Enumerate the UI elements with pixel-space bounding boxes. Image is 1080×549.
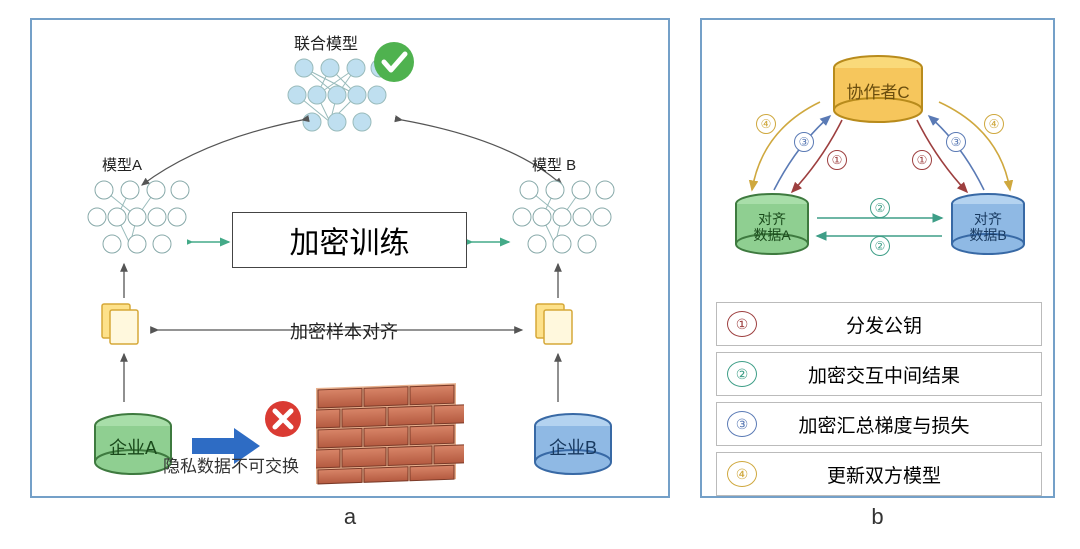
step-3-left: ③ xyxy=(794,132,814,152)
training-box-text: 加密训练 xyxy=(290,218,410,262)
step-1-left: ① xyxy=(827,150,847,170)
model-b-label: 模型 B xyxy=(532,154,576,175)
legend-row-1: ① 分发公钥 xyxy=(716,302,1042,346)
legend-num-3: ③ xyxy=(727,411,757,437)
legend-text-3: 加密汇总梯度与损失 xyxy=(757,411,1041,438)
legend-text-2: 加密交互中间结果 xyxy=(757,361,1041,388)
sample-align-label: 加密样本对齐 xyxy=(290,318,398,344)
step-3-right: ③ xyxy=(946,132,966,152)
model-a-label: 模型A xyxy=(102,154,142,175)
joint-model-label: 联合模型 xyxy=(294,30,358,54)
legend-num-4: ④ xyxy=(727,461,757,487)
arrow-a-to-box xyxy=(187,232,237,252)
cross-icon xyxy=(263,399,303,444)
arrow-enta-up xyxy=(114,348,134,408)
enterprise-b-text: 企业B xyxy=(549,438,597,458)
training-box: 加密训练 xyxy=(232,212,467,268)
legend-row-4: ④ 更新双方模型 xyxy=(716,452,1042,496)
enterprise-a-text: 企业A xyxy=(109,438,157,458)
step-1-right: ① xyxy=(912,150,932,170)
legend-text-4: 更新双方模型 xyxy=(757,461,1041,488)
arrow-box-to-b xyxy=(467,232,517,252)
arrow-filea-up xyxy=(114,258,134,304)
nn-b-icon xyxy=(507,176,617,258)
arrow-entb-up xyxy=(548,348,568,408)
step-4-left: ④ xyxy=(756,114,776,134)
panel-b-label: b xyxy=(871,504,883,530)
files-b-icon xyxy=(532,300,576,344)
legend-num-2: ② xyxy=(727,361,757,387)
step-4-right: ④ xyxy=(984,114,1004,134)
legend-row-3: ③ 加密汇总梯度与损失 xyxy=(716,402,1042,446)
enterprise-b: 企业B xyxy=(530,412,616,483)
arrow-fileb-up xyxy=(548,258,568,304)
panel-a-label: a xyxy=(344,504,356,530)
step-2-top: ② xyxy=(870,198,890,218)
panel-b: b 协作者C 对齐 数据A 对齐 xyxy=(700,18,1055,498)
privacy-text: 隐私数据不可交换 xyxy=(163,452,299,477)
firewall-icon xyxy=(316,380,464,488)
legend-num-1: ① xyxy=(727,311,757,337)
files-a-icon xyxy=(98,300,142,344)
panel-a: a 联合模型 模型A xyxy=(30,18,670,498)
step-2-bot: ② xyxy=(870,236,890,256)
nn-a-icon xyxy=(82,176,192,258)
legend-row-2: ② 加密交互中间结果 xyxy=(716,352,1042,396)
legend-table: ① 分发公钥 ② 加密交互中间结果 ③ 加密汇总梯度与损失 ④ 更新双方模型 xyxy=(716,302,1042,502)
legend-text-1: 分发公钥 xyxy=(757,311,1041,338)
